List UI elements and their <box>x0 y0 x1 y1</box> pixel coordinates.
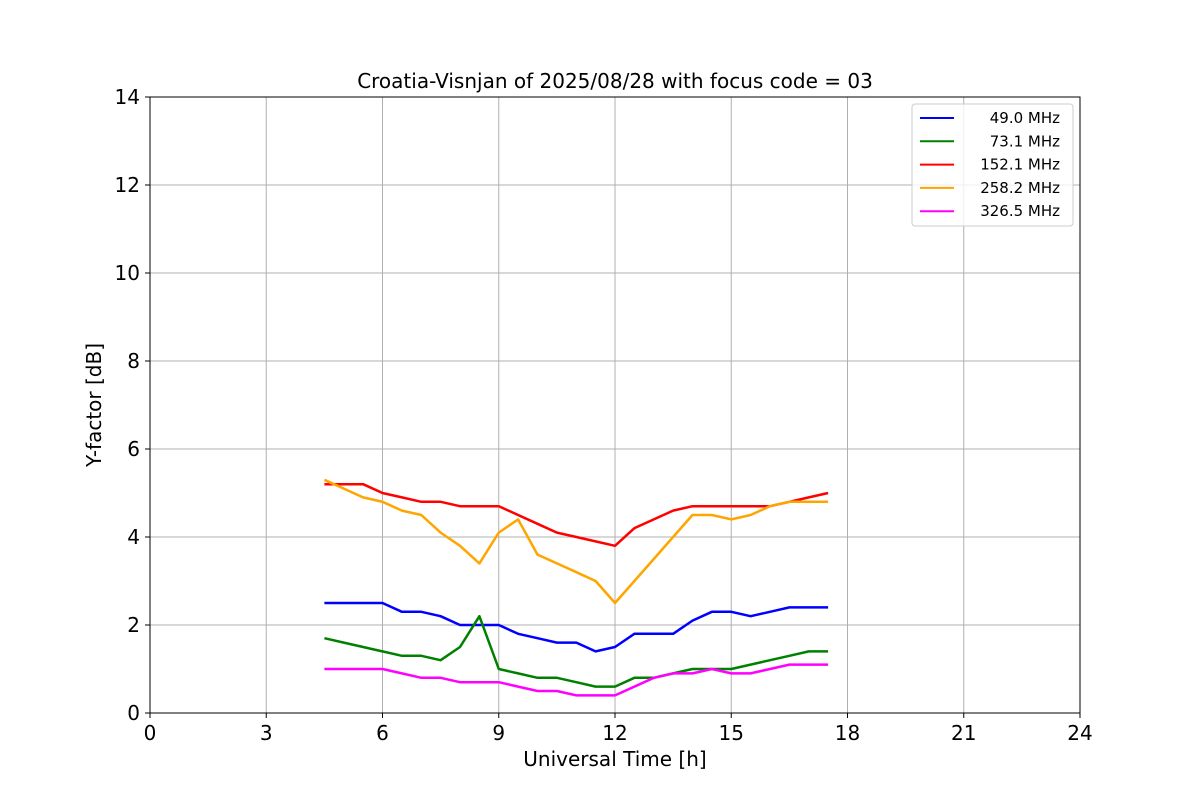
y-tick-label: 0 <box>127 701 140 725</box>
legend-label-3: 152.1 MHz <box>980 156 1060 174</box>
legend-label-1: 49.0 MHz <box>990 109 1060 127</box>
chart-title: Croatia-Visnjan of 2025/08/28 with focus… <box>357 69 873 93</box>
x-tick-label: 15 <box>719 721 744 745</box>
y-tick-label: 2 <box>127 613 140 637</box>
y-tick-label: 6 <box>127 437 140 461</box>
y-tick-label: 10 <box>115 261 140 285</box>
series-line-2 <box>324 614 829 688</box>
y-tick-label: 8 <box>127 349 140 373</box>
legend-label-4: 258.2 MHz <box>980 179 1060 197</box>
x-axis-label: Universal Time [h] <box>523 747 706 771</box>
y-axis-ticks: 0 2 4 6 8 10 12 14 <box>115 85 150 725</box>
legend-label-2: 73.1 MHz <box>990 132 1060 150</box>
series-line-1 <box>324 601 829 653</box>
series-line-5 <box>324 663 829 697</box>
legend-label-5: 326.5 MHz <box>980 202 1060 220</box>
x-tick-label: 3 <box>260 721 273 745</box>
x-tick-label: 21 <box>951 721 976 745</box>
series-line-4 <box>323 478 829 605</box>
x-tick-label: 12 <box>602 721 627 745</box>
y-tick-label: 4 <box>127 525 140 549</box>
legend-frame <box>911 103 1074 227</box>
series-layer <box>323 478 829 697</box>
x-tick-label: 0 <box>144 721 157 745</box>
y-axis-label: Y-factor [dB] <box>82 343 106 468</box>
legend: 49.0 MHz 73.1 MHz 152.1 MHz 258.2 MHz 326.5 … <box>911 103 1074 227</box>
x-axis-ticks: 0 3 6 9 12 15 18 21 24 <box>144 713 1093 745</box>
y-tick-label: 14 <box>115 85 140 109</box>
x-tick-label: 24 <box>1067 721 1092 745</box>
series-line-3 <box>324 482 829 548</box>
y-tick-label: 12 <box>115 173 140 197</box>
x-tick-label: 6 <box>376 721 389 745</box>
x-tick-label: 18 <box>835 721 860 745</box>
x-tick-label: 9 <box>492 721 505 745</box>
